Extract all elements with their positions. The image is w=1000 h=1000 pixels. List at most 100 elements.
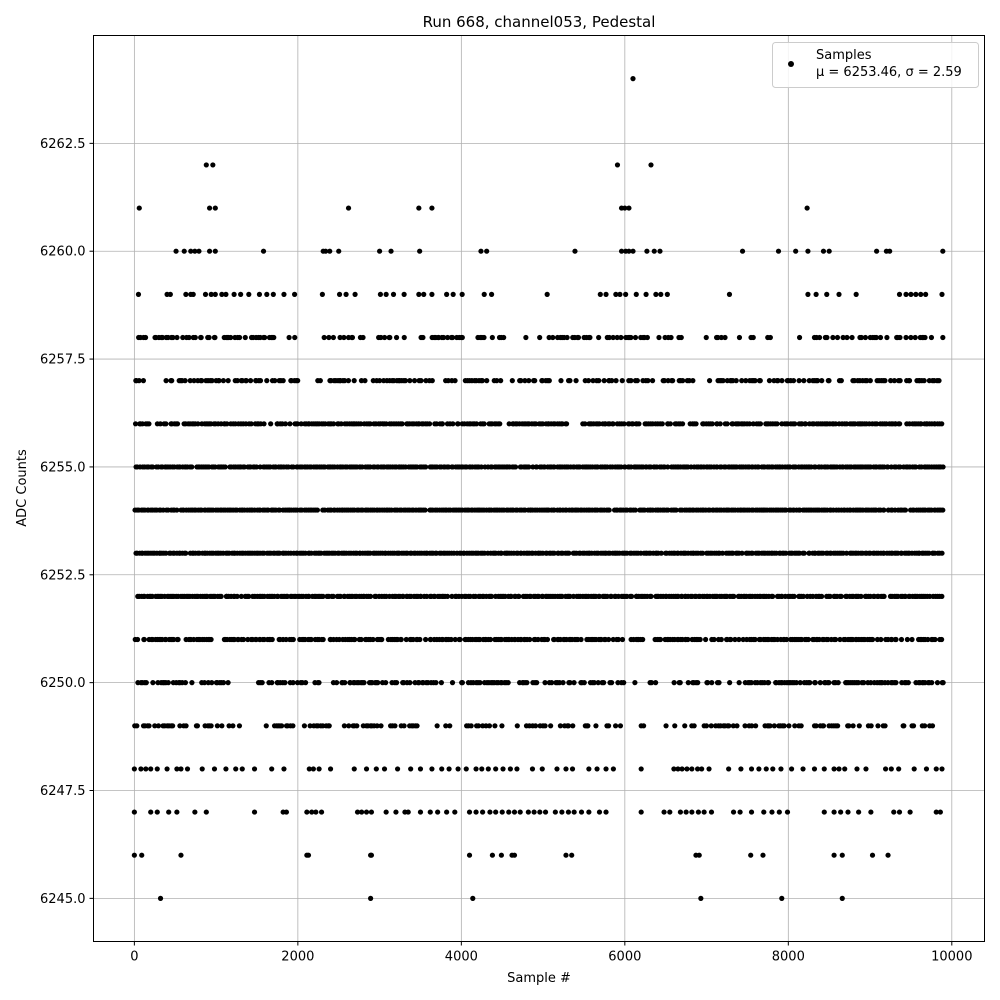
data-point [367,421,373,427]
data-point [154,809,160,815]
data-point [698,895,704,901]
data-point [839,852,845,858]
data-point [354,723,360,729]
data-point [800,766,806,772]
data-point [630,76,636,82]
data-point [748,852,754,858]
data-point [802,421,809,427]
data-point [682,723,688,729]
data-point [494,378,500,384]
data-point [644,334,650,341]
data-point [549,680,555,686]
x-tick-label: 10000 [931,950,972,965]
data-point [840,334,846,341]
data-point [603,291,609,297]
data-point [337,334,343,341]
data-point [746,421,753,427]
data-point [821,809,827,815]
data-point [862,334,869,341]
data-point [399,421,405,427]
data-point [363,809,370,815]
data-point [842,766,848,772]
data-point [596,334,602,341]
data-point [373,766,379,772]
data-point [558,378,564,384]
y-tick-label: 6257.5 [40,353,86,368]
data-point [226,723,232,729]
data-point [554,766,560,772]
data-point [526,464,532,470]
data-point [896,809,903,815]
data-point [621,680,627,686]
data-point [280,378,286,384]
data-point [774,421,780,427]
data-point [210,162,216,168]
data-point [875,723,881,729]
data-point [897,378,903,384]
data-point [225,680,231,686]
data-point [658,550,664,556]
data-point [677,809,684,815]
data-point [689,809,695,815]
data-point [470,895,476,901]
data-point [182,378,188,384]
data-point [253,464,260,470]
data-point [606,334,612,341]
data-point [700,550,706,556]
data-point [361,680,367,686]
data-point [351,378,357,384]
data-point [767,723,773,729]
data-point [788,766,795,772]
data-point [572,248,578,254]
data-point [208,291,214,297]
data-point [283,636,289,643]
data-point [183,291,189,297]
data-point [918,421,924,427]
data-point [937,809,943,815]
data-point [805,636,812,643]
data-point [596,809,603,815]
data-point [801,550,807,556]
data-point [138,766,144,772]
data-point [269,636,275,643]
data-point [884,334,890,341]
data-point [294,421,301,427]
data-point [722,334,728,341]
data-point [912,334,918,341]
data-point [761,809,767,815]
data-point [906,378,913,384]
data-point [560,680,566,686]
data-point [882,378,888,384]
data-point [709,680,715,686]
data-point [805,291,811,297]
data-point [703,334,709,341]
data-point [770,766,776,772]
data-point [512,464,519,470]
data-point [695,680,701,686]
data-point [889,636,895,643]
data-point [739,248,746,254]
data-point [475,723,482,729]
data-point [429,766,435,772]
data-point [450,291,456,297]
data-point [838,593,844,599]
data-point [271,334,277,341]
data-point [881,507,887,513]
data-point [565,809,572,815]
data-point [798,723,804,729]
data-point [216,378,222,384]
data-point [345,205,352,211]
data-point [240,636,247,643]
data-point [473,809,479,815]
data-point [527,636,533,643]
data-point [170,723,176,729]
data-point [500,766,506,772]
data-point [209,680,215,686]
data-point [132,421,139,427]
data-point [279,723,285,729]
data-point [343,291,349,297]
data-point [218,593,224,599]
data-point [546,334,552,341]
data-point [816,334,823,341]
data-point [505,680,511,686]
